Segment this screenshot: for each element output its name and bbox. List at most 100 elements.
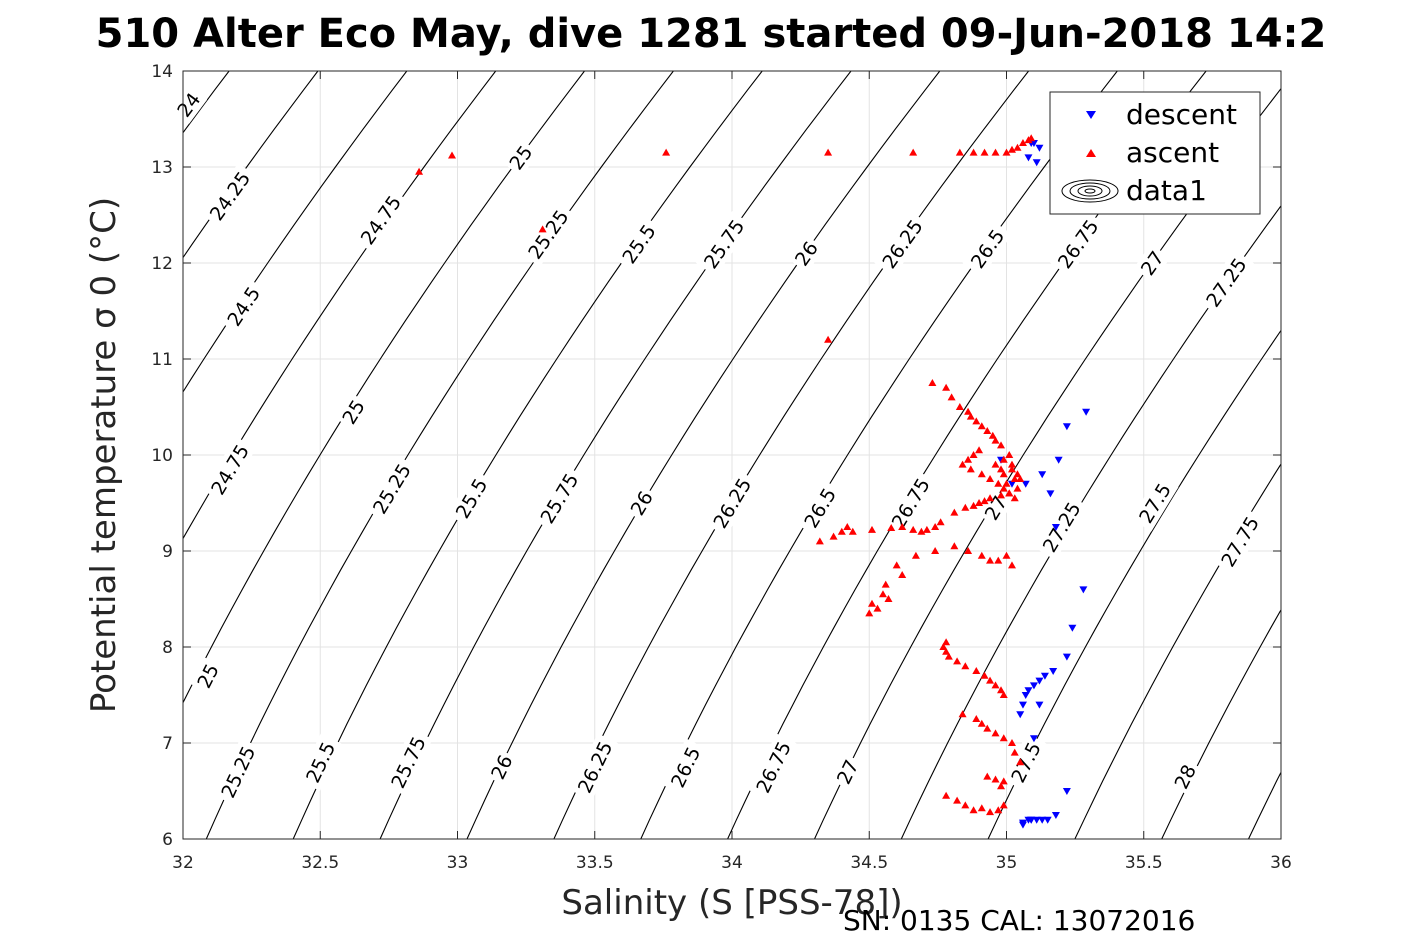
descent-point [1082, 408, 1091, 416]
y-tick-label: 12 [151, 254, 173, 274]
ascent-point [909, 525, 918, 533]
chart-title: 510 Alter Eco May, dive 1281 started 09-… [96, 11, 1327, 57]
contour-label-bg [962, 220, 1013, 277]
contour-label-bg [748, 733, 798, 801]
ascent-point [994, 806, 1003, 814]
x-tick-label: 33.5 [576, 853, 614, 873]
ascent-point [958, 710, 967, 718]
ascent-point [980, 671, 989, 679]
contour-label-bg [218, 277, 268, 335]
ascent-point [961, 801, 970, 809]
ascent-point [848, 527, 857, 535]
ascent-point [1005, 451, 1014, 458]
contour-label-bg [1213, 508, 1267, 575]
ascent-point [884, 595, 893, 602]
ascent-point [999, 734, 1008, 742]
descent-point [1040, 672, 1049, 680]
ascent-point [999, 484, 1008, 492]
ascent-point [953, 796, 962, 804]
descent-point [1046, 490, 1055, 498]
descent-point [1032, 159, 1041, 167]
x-tick-label: 33 [447, 853, 469, 873]
ascent-point [909, 148, 918, 156]
contour-label-bg [201, 163, 258, 229]
ascent-point [947, 393, 956, 401]
ascent-point [873, 604, 882, 612]
descent-point [1035, 677, 1044, 685]
descent-point [1029, 735, 1038, 743]
contour-label-bg [1049, 211, 1106, 277]
data-points [415, 134, 1091, 829]
ascent-point [662, 148, 671, 156]
y-tick-label: 7 [162, 734, 173, 754]
ascent-point [975, 499, 984, 506]
ascent-point [928, 379, 937, 386]
contour-label-bg [383, 728, 433, 796]
ascent-point [1010, 475, 1019, 482]
ascent-point [986, 475, 995, 482]
ascent-point [942, 383, 951, 391]
contour-label-bg [796, 479, 844, 537]
y-tick-label: 8 [162, 638, 173, 658]
ascent-point [975, 446, 984, 454]
descent-point [1051, 812, 1060, 819]
ascent-point [1007, 145, 1016, 153]
contour-label-bg [623, 483, 660, 523]
descent-point [1038, 816, 1047, 824]
contour-label-bg [1133, 243, 1171, 283]
y-tick-label: 13 [151, 158, 173, 178]
ascent-point [1002, 551, 1011, 559]
descent-point [1054, 456, 1063, 464]
x-tick-label: 32 [172, 853, 194, 873]
descent-point [1021, 480, 1030, 488]
density-contours [183, 71, 1281, 839]
descent-point [1021, 692, 1030, 699]
isopycnal-line [987, 329, 1281, 839]
y-tick-label: 14 [151, 62, 173, 82]
contour-label-bg [1130, 474, 1179, 532]
descent-point [1043, 816, 1052, 824]
ascent-point [964, 407, 973, 415]
ascent-point [999, 777, 1008, 785]
ascent-point [898, 571, 907, 578]
descent-point [1018, 821, 1027, 829]
contour-label-bg [1003, 733, 1049, 791]
ascent-point [1007, 561, 1016, 569]
ascent-point [911, 551, 920, 559]
y-axis-ticks: 6 7 8 9 10 11 12 13 14 [151, 62, 1281, 850]
isopycnal-line [183, 71, 408, 393]
contour-label-bg [874, 211, 931, 277]
x-axis-ticks: 32 32.5 33 33.5 34 34.5 35 35.5 36 [172, 71, 1292, 873]
ascent-point [999, 801, 1008, 809]
contour-label-bg [1167, 757, 1203, 796]
ascent-point [1013, 484, 1022, 492]
contour-label-bg [787, 234, 825, 273]
x-tick-label: 35.5 [1125, 853, 1163, 873]
contour-label-bg [484, 748, 519, 786]
descent-point [1027, 816, 1036, 824]
legend-data1-label: data1 [1126, 174, 1207, 207]
ascent-point [815, 537, 824, 545]
isopycnal-line [900, 204, 1281, 839]
isopycnal-line [379, 71, 852, 839]
ascent-point [953, 657, 962, 665]
ascent-point [931, 523, 940, 530]
ascent-point [964, 547, 973, 554]
ascent-point [977, 719, 986, 727]
ascent-point [958, 460, 967, 468]
contour-label-bg [613, 215, 664, 272]
contour-label-bg [169, 85, 208, 124]
descent-point [1062, 423, 1071, 431]
ascent-point [999, 455, 1008, 463]
ascent-point [994, 479, 1003, 487]
ascent-point [964, 455, 973, 463]
contour-label-bg [1034, 493, 1088, 561]
ascent-point [922, 525, 931, 533]
ascent-point [1005, 489, 1014, 497]
serial-calibration-footer: SN: 0135 CAL: 13072016 [843, 904, 1195, 937]
ascent-point [969, 451, 978, 458]
contour-label-bg [352, 187, 409, 253]
x-tick-label: 34 [721, 853, 743, 873]
ascent-point [980, 497, 989, 505]
isopycnal-line [1161, 608, 1281, 839]
